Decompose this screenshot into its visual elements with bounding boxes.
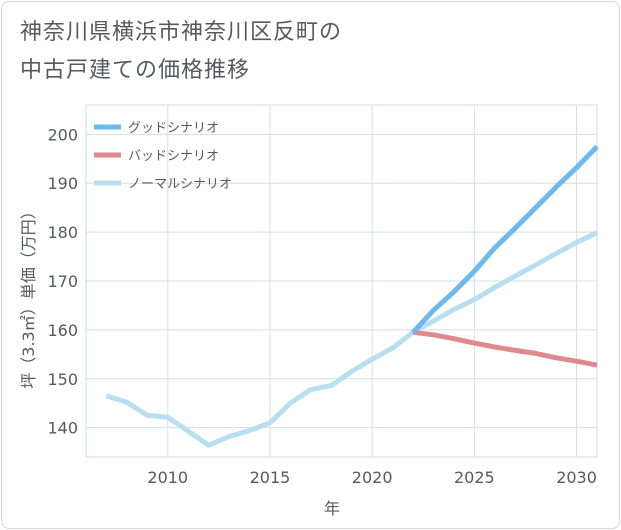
- x-tick-label: 2015: [250, 468, 291, 487]
- y-tick-labels: 140 150 160 170 180 190 200: [47, 125, 78, 437]
- x-tick-label: 2025: [454, 468, 495, 487]
- x-tick-label: 2010: [147, 468, 188, 487]
- series-line-1: [412, 329, 598, 368]
- legend-label-2: ノーマルシナリオ: [128, 177, 232, 192]
- y-tick-label: 150: [47, 370, 78, 389]
- y-tick-label: 140: [47, 419, 78, 438]
- y-tick-label: 160: [47, 321, 78, 340]
- title-line-1: 神奈川県横浜市神奈川区反町の: [20, 20, 343, 45]
- y-tick-label: 200: [47, 125, 78, 144]
- x-tick-label: 2020: [352, 468, 393, 487]
- y-axis-title: 坪（3.3㎡）単価（万円）: [19, 203, 38, 388]
- x-tick-labels: 2010 2015 2020 2025 2030: [147, 468, 597, 487]
- y-tick-label: 170: [47, 272, 78, 291]
- series-line-0: [411, 144, 599, 335]
- chart-title: 神奈川県横浜市神奈川区反町の 中古戸建ての価格推移: [20, 14, 342, 90]
- title-line-2: 中古戸建ての価格推移: [20, 58, 251, 83]
- y-tick-label: 190: [47, 174, 78, 193]
- legend-label-1: バッドシナリオ: [128, 149, 219, 164]
- y-tick-label: 180: [47, 223, 78, 242]
- plot-border: [85, 104, 598, 458]
- legend-label-0: グッドシナリオ: [128, 121, 219, 136]
- series-lines: [105, 144, 599, 448]
- x-tick-label: 2030: [556, 468, 597, 487]
- series-line-2: [105, 230, 599, 448]
- grid-lines: [86, 105, 597, 457]
- x-axis-title: 年: [324, 499, 340, 518]
